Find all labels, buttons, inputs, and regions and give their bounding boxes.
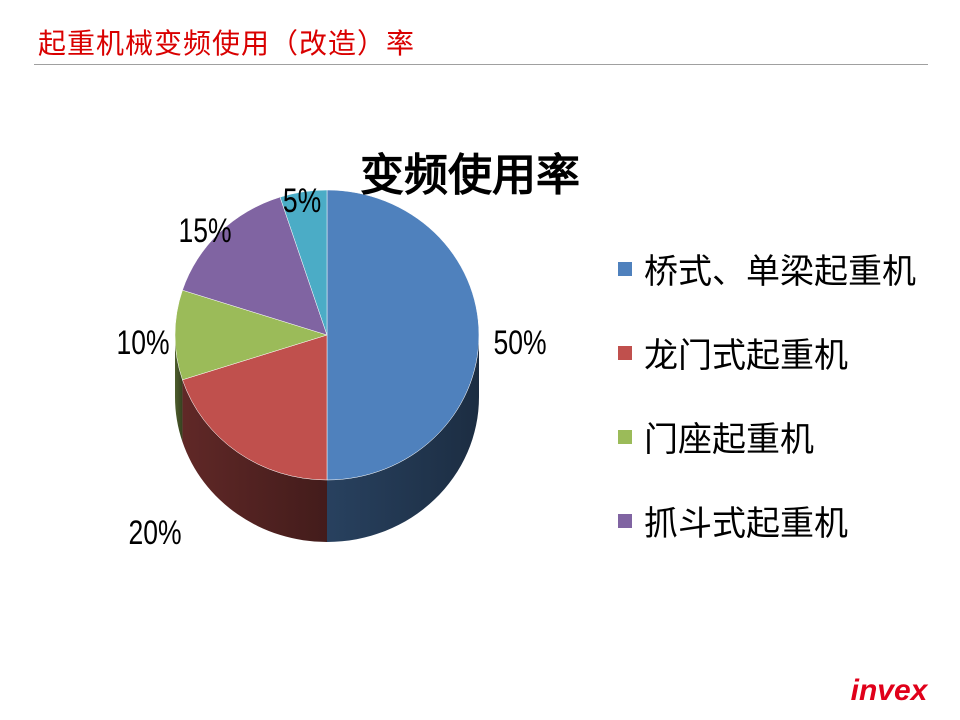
pie-data-label-5: 5% <box>283 182 321 220</box>
title-divider <box>34 64 928 65</box>
pie-side-2 <box>182 379 327 542</box>
legend-swatch-3 <box>618 430 632 444</box>
legend-swatch-2 <box>618 346 632 360</box>
legend-swatch-4 <box>618 514 632 528</box>
legend-label-2: 龙门式起重机 <box>644 336 848 376</box>
legend-label-3: 门座起重机 <box>644 420 814 460</box>
pie-slice-5 <box>279 189 328 336</box>
pie-slice-4 <box>182 196 328 336</box>
chart-title: 变频使用率 <box>360 150 580 201</box>
invex-logo: invex <box>851 674 929 707</box>
pie-data-label-3: 10% <box>116 324 169 362</box>
legend-label-4: 抓斗式起重机 <box>644 504 848 544</box>
slide-title: 起重机械变频使用（改造）率 <box>38 27 416 60</box>
logo-text: invex <box>851 674 929 707</box>
pie-data-label-2: 20% <box>128 514 181 552</box>
pie-side-1 <box>327 335 479 542</box>
legend-swatch-1 <box>618 262 632 276</box>
pie-slices <box>174 189 480 481</box>
pie-data-label-4: 15% <box>178 212 231 250</box>
pie-side-walls <box>175 335 479 542</box>
pie-side-3 <box>175 335 183 442</box>
pie-data-label-1: 50% <box>493 324 546 362</box>
legend-label-1: 桥式、单梁起重机 <box>644 252 916 292</box>
pie-slice-1 <box>326 189 480 481</box>
pie-slice-3 <box>174 289 328 381</box>
pie-slice-2 <box>182 334 328 481</box>
